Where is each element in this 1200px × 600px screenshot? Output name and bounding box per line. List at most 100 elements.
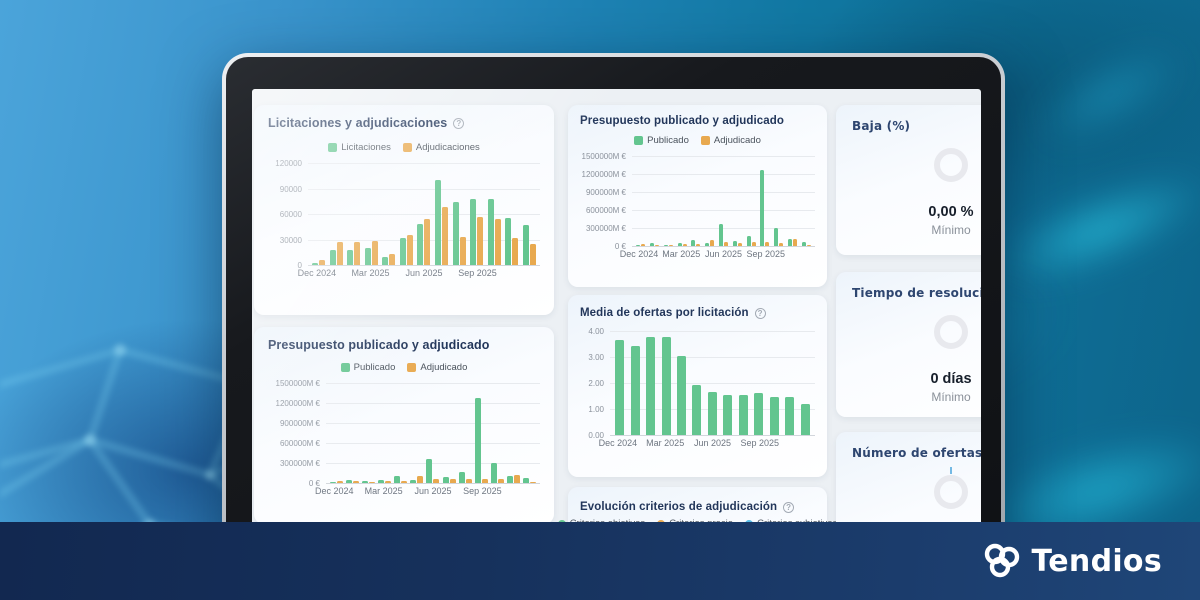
bar[interactable] [465,479,472,483]
bar[interactable] [401,480,408,483]
bar[interactable] [530,481,537,483]
bar[interactable] [765,242,770,246]
bar[interactable] [785,396,795,435]
bar[interactable] [663,244,668,246]
bar[interactable] [329,249,336,265]
help-icon[interactable]: ? [754,307,766,319]
bar[interactable] [319,259,326,265]
bar[interactable] [364,248,371,265]
bar[interactable] [352,481,359,483]
bar[interactable] [442,477,449,483]
bar[interactable] [394,476,401,483]
bar[interactable] [481,479,488,483]
help-icon[interactable]: ? [783,501,795,513]
bar[interactable] [389,253,396,265]
bar[interactable] [677,243,682,246]
bar[interactable] [677,355,687,435]
bar[interactable] [507,475,514,483]
bar[interactable] [696,244,701,246]
bar[interactable] [329,482,336,483]
bar[interactable] [754,393,764,435]
bar[interactable] [368,481,375,483]
legend-item[interactable]: Adjudicado [700,135,761,146]
bar[interactable] [497,479,504,483]
bar[interactable] [433,479,440,483]
bar[interactable] [470,199,477,265]
bar[interactable] [774,228,779,246]
bar[interactable] [458,471,465,483]
bar[interactable] [718,224,723,246]
legend-item[interactable]: Publicado [340,362,395,373]
bar[interactable] [336,242,343,265]
legend-item[interactable]: Publicado [634,135,689,146]
legend-item[interactable]: Licitaciones [328,142,391,153]
bar[interactable] [459,236,466,265]
bar[interactable] [487,199,494,265]
bar[interactable] [490,463,497,483]
bar[interactable] [732,240,737,246]
bar[interactable] [424,219,431,265]
bar[interactable] [746,235,751,246]
bar[interactable] [494,219,501,265]
help-icon[interactable]: ? [453,117,465,129]
bar[interactable] [452,202,459,265]
bar[interactable] [787,239,792,246]
bar[interactable] [738,395,748,435]
bar[interactable] [650,243,655,246]
bar[interactable] [512,237,519,265]
legend-item[interactable]: Adjudicaciones [402,142,480,153]
bar[interactable] [723,242,728,246]
bar[interactable] [751,242,756,246]
bar[interactable] [410,479,417,483]
bar[interactable] [354,242,361,265]
bar[interactable] [800,403,810,435]
bar[interactable] [737,242,742,246]
bar[interactable] [384,481,391,483]
bar[interactable] [710,239,715,246]
bar[interactable] [399,237,406,265]
bar[interactable] [615,340,625,435]
bar[interactable] [723,395,733,435]
bar[interactable] [345,479,352,483]
bar[interactable] [514,475,521,483]
bar[interactable] [522,225,529,265]
bar[interactable] [636,245,641,246]
bar[interactable] [682,244,687,246]
bar[interactable] [668,244,673,246]
bar[interactable] [792,238,797,246]
bar[interactable] [371,241,378,265]
bar[interactable] [707,392,717,435]
bar[interactable] [434,180,441,265]
bar[interactable] [691,240,696,246]
legend-item[interactable]: Adjudicado [407,362,467,373]
bar[interactable] [769,397,779,435]
bar[interactable] [426,459,433,483]
bar[interactable] [382,256,389,265]
bar[interactable] [801,241,806,246]
bar[interactable] [417,224,424,265]
bar[interactable] [505,218,512,265]
brand-lockup[interactable]: Tendios [982,543,1162,579]
bar[interactable] [655,244,660,246]
bar[interactable] [477,217,484,265]
bar[interactable] [417,476,424,483]
bar[interactable] [646,336,656,435]
bar[interactable] [779,242,784,246]
bar[interactable] [406,235,413,265]
bar[interactable] [336,480,343,483]
bar[interactable] [641,243,646,246]
bar[interactable] [529,243,536,265]
bar[interactable] [760,169,765,246]
bar[interactable] [312,262,319,265]
bar[interactable] [361,481,368,483]
bar[interactable] [705,243,710,246]
bar[interactable] [661,336,671,435]
bar[interactable] [692,384,702,435]
bar[interactable] [449,479,456,483]
bar[interactable] [347,249,354,265]
bar[interactable] [630,346,640,435]
bar[interactable] [441,207,448,265]
bar[interactable] [523,478,530,483]
bar[interactable] [474,398,481,483]
bar[interactable] [377,480,384,483]
